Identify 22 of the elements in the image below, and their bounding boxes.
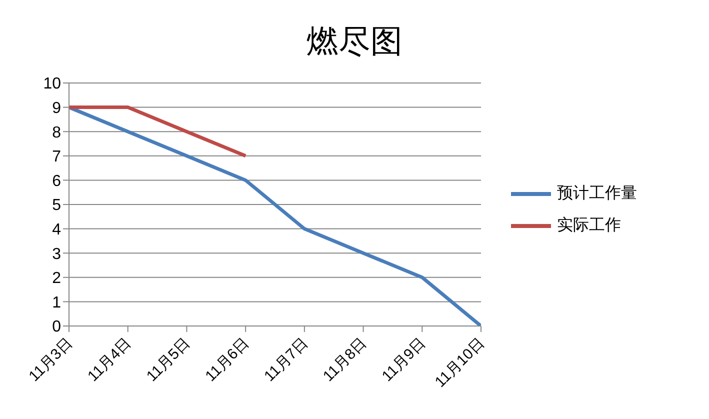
chart-title: 燃尽图 — [306, 22, 404, 61]
y-tick-label: 2 — [52, 270, 62, 288]
y-tick-label: 10 — [43, 76, 62, 93]
y-tick-label: 0 — [52, 318, 62, 336]
x-tick-label: 11月10日 — [432, 334, 488, 391]
x-tick-label: 11月8日 — [320, 334, 370, 385]
y-tick-label: 4 — [52, 221, 62, 238]
x-tick-label: 11月4日 — [84, 334, 135, 385]
y-tick-label: 7 — [52, 148, 62, 166]
y-tick-label: 9 — [52, 100, 62, 117]
legend-label: 预计工作量 — [557, 184, 637, 204]
x-tick-label: 11月7日 — [261, 334, 312, 385]
x-tick-label: 11月5日 — [143, 334, 194, 385]
x-tick-label: 11月9日 — [378, 334, 429, 385]
y-tick-label: 1 — [52, 294, 62, 312]
x-tick-label: 11月6日 — [202, 334, 252, 385]
y-tick-label: 8 — [52, 124, 62, 142]
legend-label: 实际工作 — [557, 216, 621, 236]
y-tick-label: 3 — [52, 246, 62, 263]
y-tick-label: 5 — [52, 197, 62, 214]
y-tick-label: 6 — [52, 172, 62, 190]
x-tick-label: 11月3日 — [26, 334, 76, 385]
